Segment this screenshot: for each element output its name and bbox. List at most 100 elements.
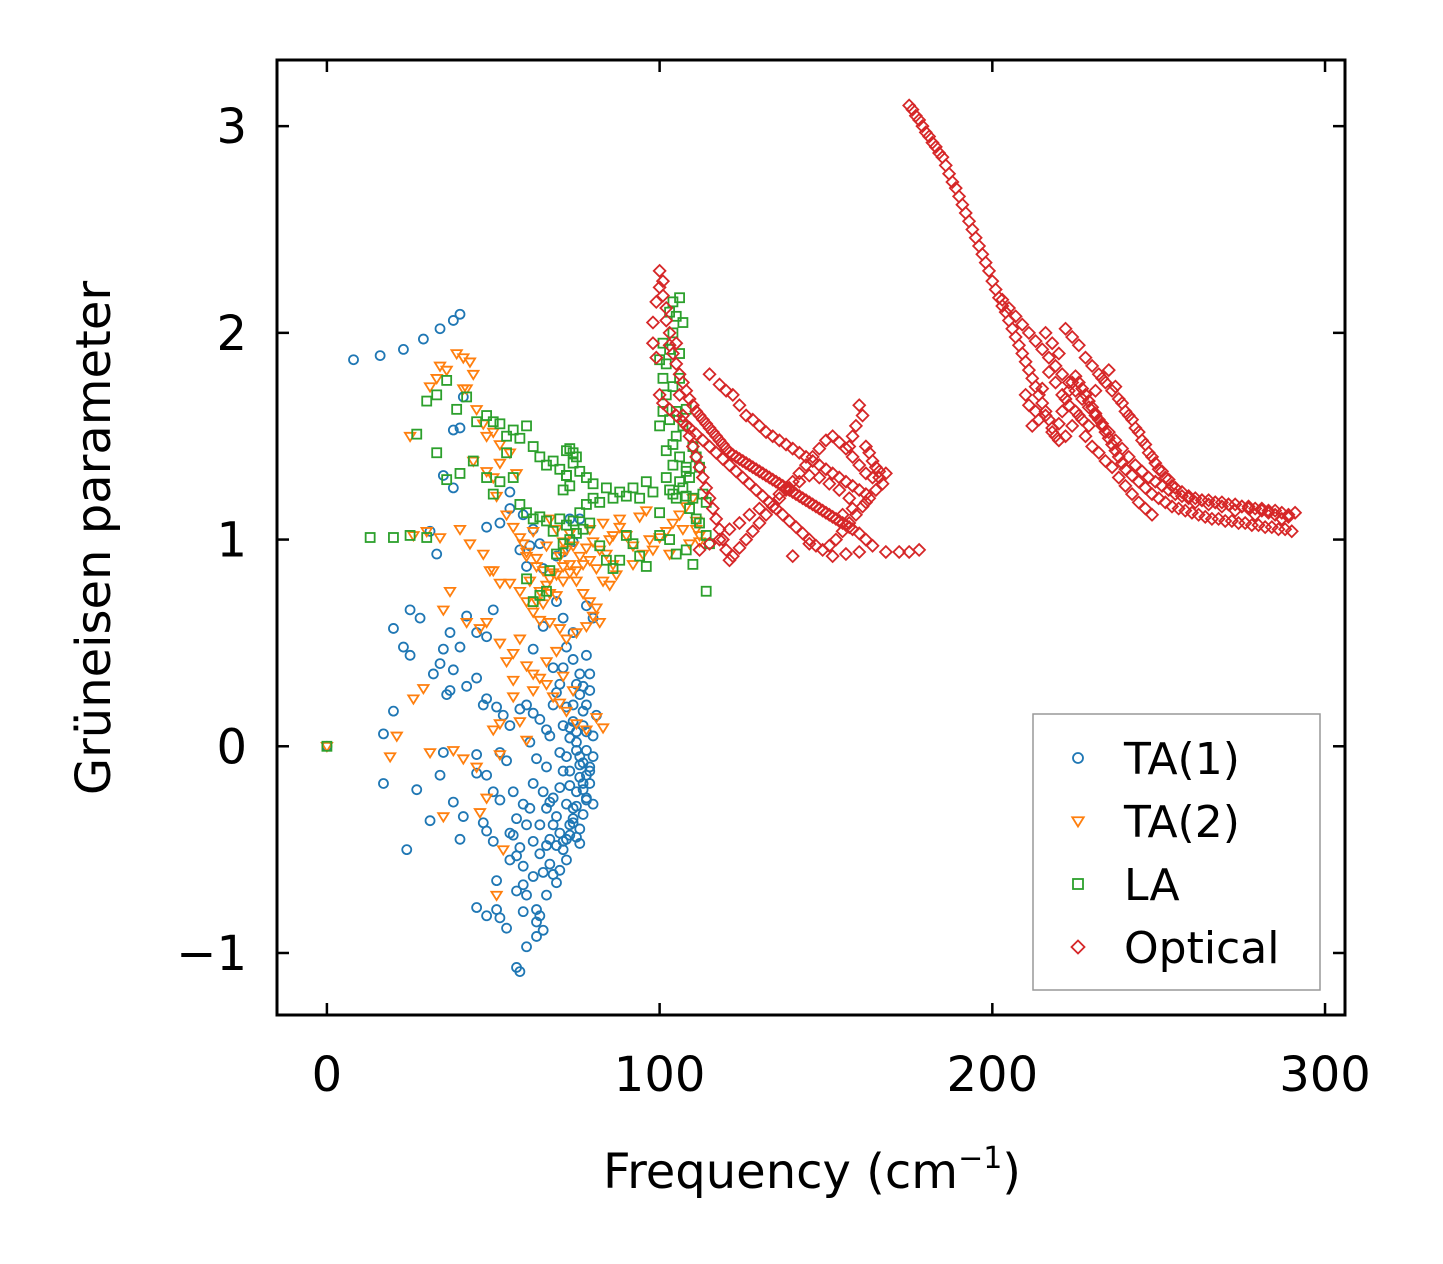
data-point-la xyxy=(684,472,695,483)
data-point-optical xyxy=(1174,484,1190,500)
data-point-optical xyxy=(1058,321,1073,336)
data-point-ta-2 xyxy=(556,576,570,588)
data-point-optical xyxy=(1101,362,1116,378)
data-point-optical xyxy=(1058,429,1073,444)
data-point-ta-1 xyxy=(504,720,516,732)
data-point-ta-2 xyxy=(506,692,521,704)
data-point-optical xyxy=(719,383,734,398)
data-point-optical xyxy=(1055,367,1070,382)
data-point-ta-2 xyxy=(566,686,580,698)
data-point-ta-1 xyxy=(544,833,556,845)
data-point-ta-1 xyxy=(531,753,542,765)
plot-frame xyxy=(275,58,1347,1017)
data-point-ta-2 xyxy=(539,657,554,669)
data-point-optical xyxy=(752,515,767,531)
data-point-la xyxy=(600,554,612,566)
data-points-layer xyxy=(320,98,1303,977)
data-point-optical xyxy=(1041,365,1057,380)
data-point-optical xyxy=(1015,317,1030,332)
data-point-optical xyxy=(669,336,684,351)
data-point-optical xyxy=(1028,404,1043,419)
data-point-ta-1 xyxy=(534,848,546,860)
data-point-ta-1 xyxy=(521,941,532,953)
data-point-ta-2 xyxy=(569,628,584,640)
data-point-ta-1 xyxy=(514,544,526,556)
data-point-la xyxy=(687,492,699,504)
data-point-ta-1 xyxy=(571,800,582,812)
data-point-la xyxy=(680,490,692,502)
data-point-ta-2 xyxy=(533,615,547,627)
data-point-ta-1 xyxy=(561,854,572,866)
data-point-ta-1 xyxy=(537,866,549,878)
data-point-ta-2 xyxy=(589,713,604,724)
data-point-la xyxy=(494,476,506,488)
data-point-ta-1 xyxy=(574,771,586,783)
data-point-la xyxy=(564,480,576,492)
data-point-ta-1 xyxy=(461,680,473,692)
data-point-ta-1 xyxy=(527,778,539,789)
data-point-optical xyxy=(838,474,854,489)
legend-items: TA(1) TA(2) LA Optical xyxy=(1070,734,1279,974)
data-point-ta-1 xyxy=(481,693,493,705)
data-point-optical xyxy=(852,458,867,473)
data-point-ta-2 xyxy=(559,545,574,557)
data-point-ta-2 xyxy=(543,514,557,526)
data-point-optical xyxy=(842,515,857,531)
data-point-ta-1 xyxy=(577,778,589,789)
data-point-ta-1 xyxy=(521,819,532,831)
data-point-la xyxy=(574,507,586,519)
data-point-ta-2 xyxy=(423,748,437,760)
data-point-ta-2 xyxy=(672,510,687,522)
data-point-ta-1 xyxy=(437,643,449,655)
data-point-ta-2 xyxy=(576,560,590,572)
data-point-ta-1 xyxy=(577,784,589,796)
data-point-ta-2 xyxy=(506,648,521,660)
data-point-ta-2 xyxy=(453,524,467,536)
data-point-ta-1 xyxy=(561,798,572,810)
data-point-optical xyxy=(732,515,747,531)
data-point-optical xyxy=(655,274,671,289)
data-point-ta-1 xyxy=(537,924,549,936)
data-point-optical xyxy=(772,433,787,448)
data-point-ta-2 xyxy=(666,518,680,530)
x-tick-label: 200 xyxy=(947,1047,1039,1103)
data-point-ta-1 xyxy=(531,904,542,915)
data-point-ta-2 xyxy=(599,549,614,561)
data-point-la xyxy=(647,486,659,498)
data-point-la xyxy=(567,457,579,469)
data-point-optical xyxy=(855,408,870,423)
data-point-ta-1 xyxy=(551,840,562,851)
data-point-ta-1 xyxy=(441,689,453,700)
data-point-ta-2 xyxy=(439,365,454,377)
data-point-ta-2 xyxy=(543,617,557,629)
data-point-optical xyxy=(765,429,780,444)
data-point-ta-2 xyxy=(586,611,600,623)
data-point-ta-2 xyxy=(546,692,560,704)
data-point-la xyxy=(507,424,519,436)
data-point-ta-2 xyxy=(503,448,517,460)
data-point-optical xyxy=(742,507,757,522)
data-point-la xyxy=(607,492,619,504)
y-tick-label: 2 xyxy=(216,306,247,362)
data-point-ta-1 xyxy=(531,931,542,942)
legend-marker-optical xyxy=(1070,939,1086,955)
data-point-optical xyxy=(1045,424,1060,440)
data-point-la xyxy=(451,403,463,415)
data-point-ta-1 xyxy=(481,825,493,837)
data-point-ta-2 xyxy=(579,622,594,634)
data-point-la xyxy=(577,523,589,535)
data-point-la xyxy=(501,430,512,442)
data-point-optical xyxy=(1081,418,1096,433)
data-point-optical xyxy=(855,499,870,514)
data-point-optical xyxy=(1101,424,1116,440)
data-point-optical xyxy=(825,466,840,481)
data-point-ta-2 xyxy=(416,684,431,696)
data-point-ta-1 xyxy=(504,486,516,498)
data-point-la xyxy=(614,554,626,566)
legend-label-la: LA xyxy=(1124,860,1180,911)
data-point-optical xyxy=(1161,472,1176,487)
data-point-optical xyxy=(1078,350,1093,365)
data-point-ta-1 xyxy=(554,747,566,758)
data-point-ta-1 xyxy=(414,612,426,624)
